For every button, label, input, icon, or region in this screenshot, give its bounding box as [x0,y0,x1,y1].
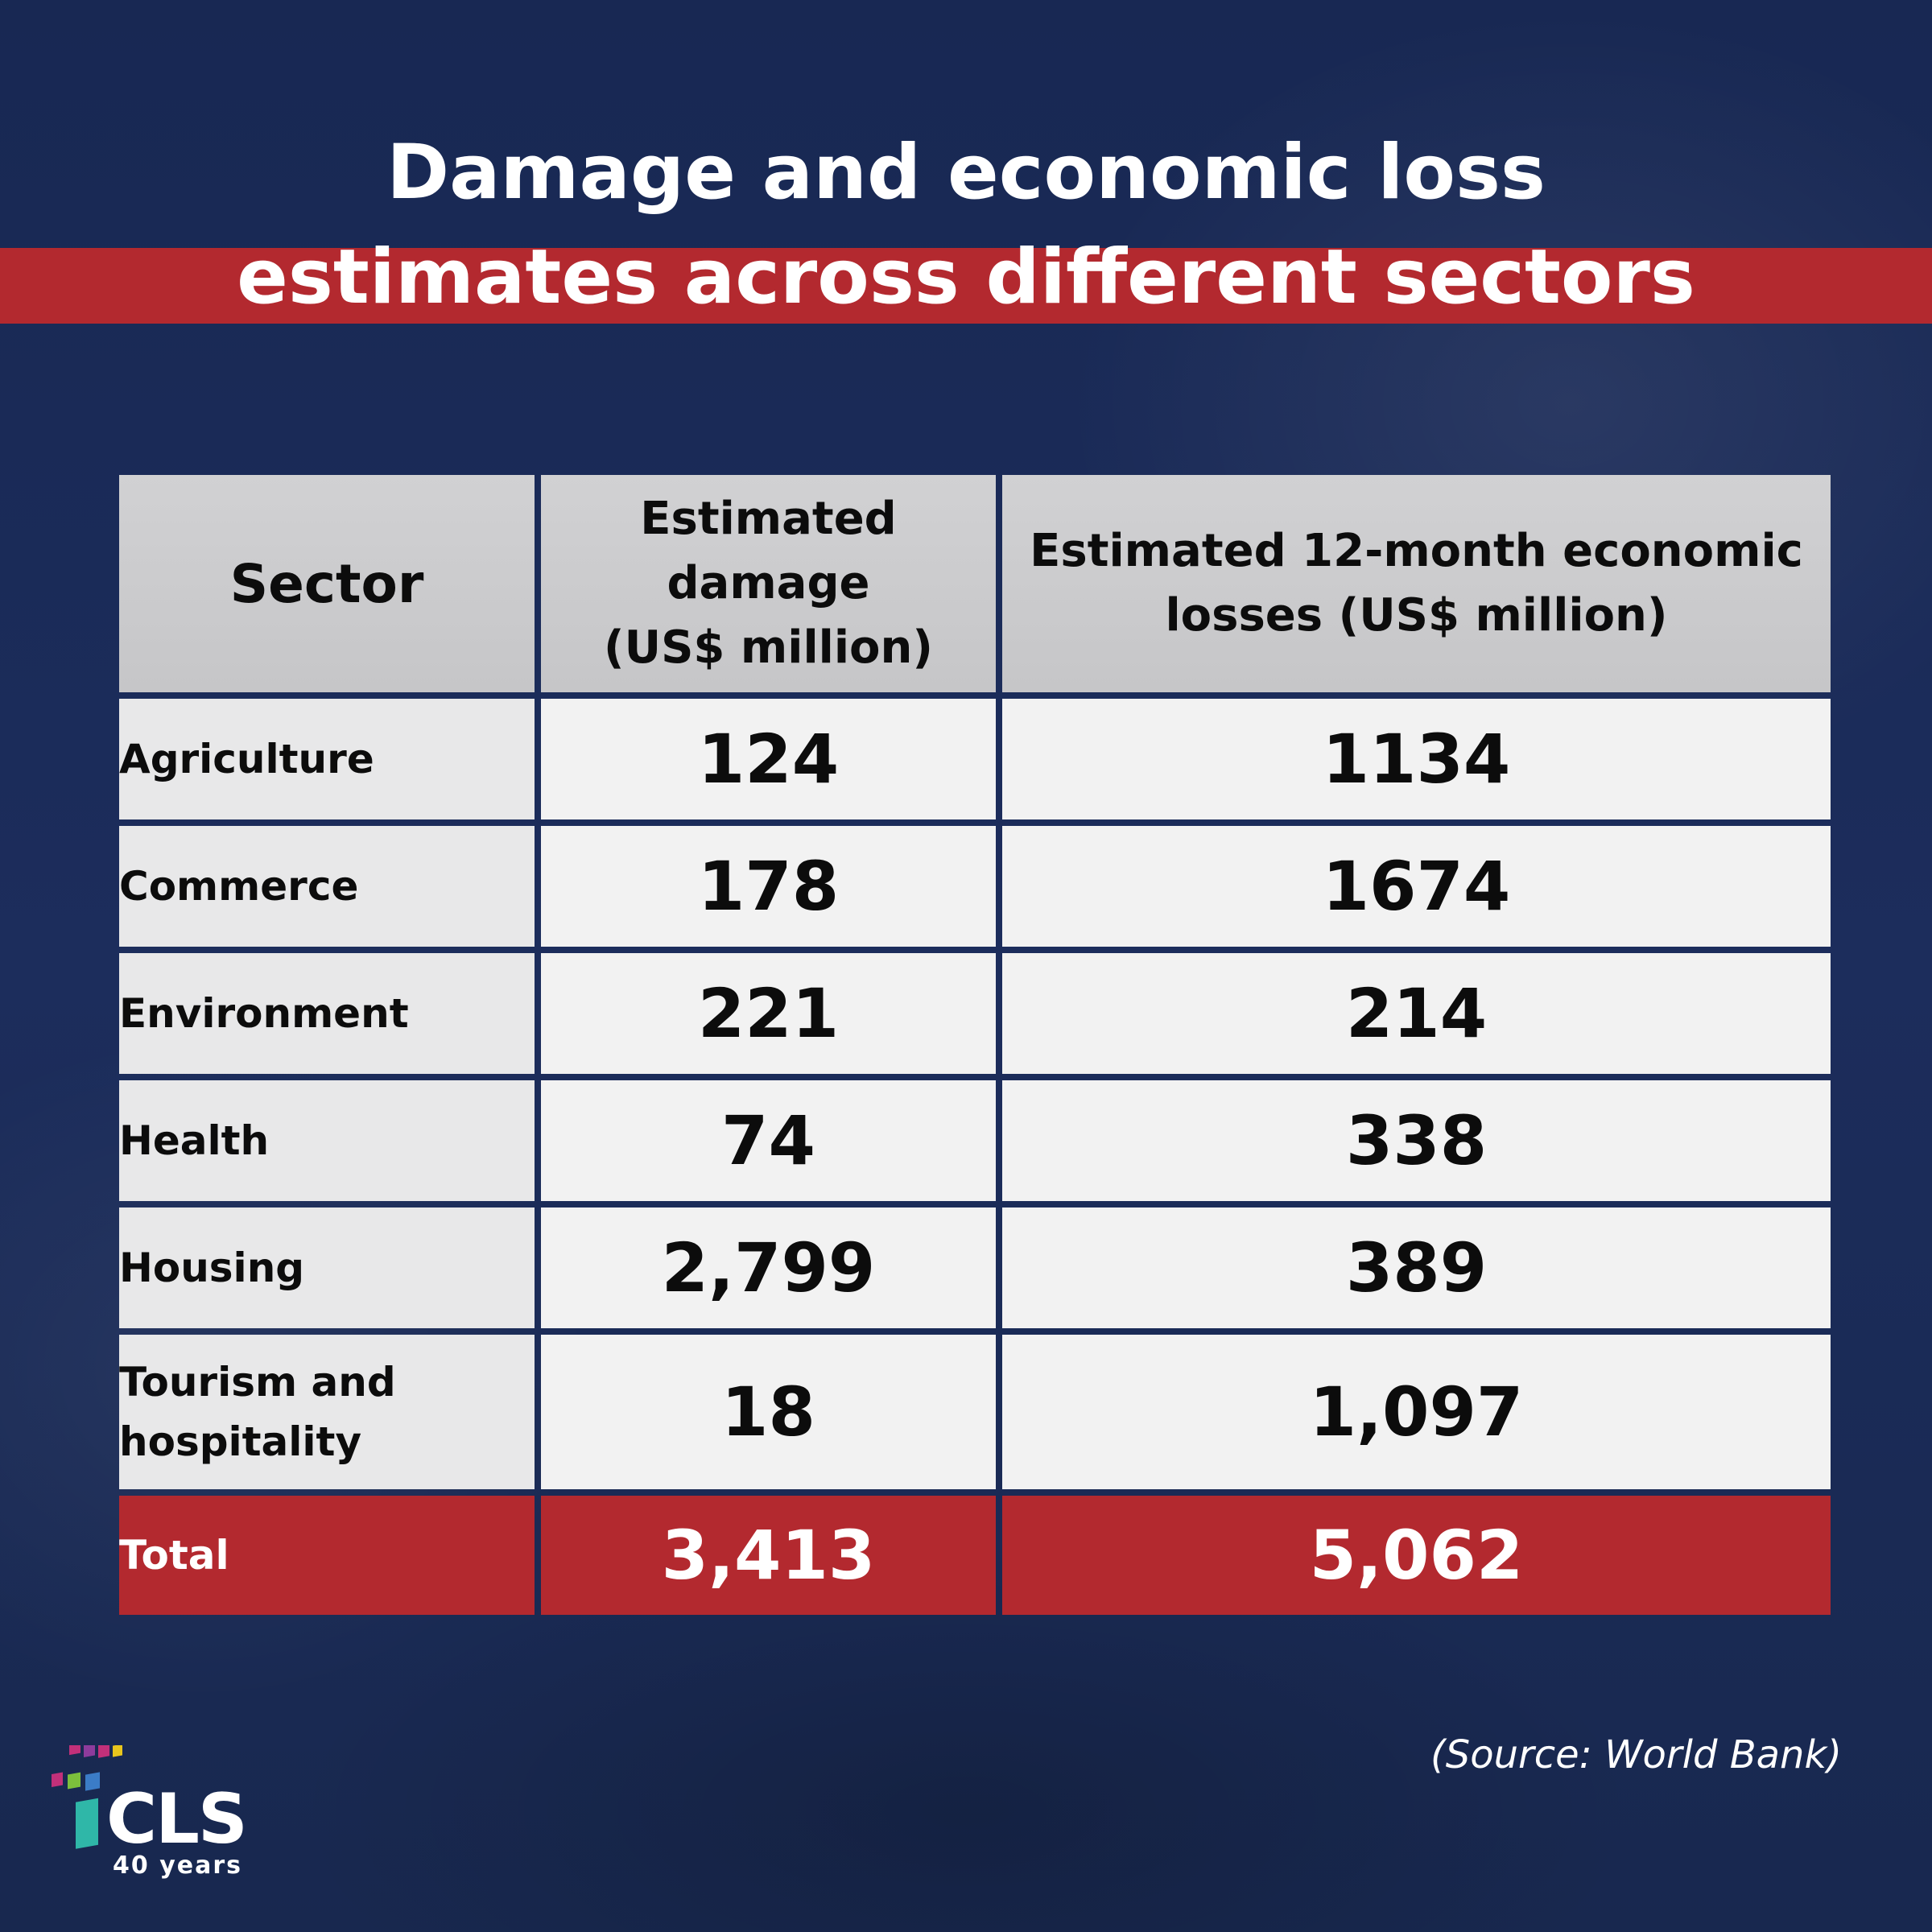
page-title-line-2: estimates across different sectors [237,233,1695,321]
header-estimated-damage-label: Estimated damage (US$ million) [604,493,933,674]
table-row: Health 74 338 [119,1080,1831,1201]
table-row: Housing 2,799 389 [119,1208,1831,1328]
row-losses: 1,097 [1002,1335,1831,1489]
row-damage: 124 [541,699,996,819]
row-losses: 1134 [1002,699,1831,819]
title-highlight-band [0,248,1932,324]
header-sector: Sector [119,475,535,692]
sector-loss-table: Sector Estimated damage (US$ million) Es… [113,469,1837,1621]
header-economic-losses-label: Estimated 12-month economic losses (US$ … [1030,525,1803,642]
row-sector: Tourism and hospitality [119,1335,535,1489]
row-damage: 74 [541,1080,996,1201]
total-damage: 3,413 [541,1496,996,1615]
row-losses: 214 [1002,953,1831,1074]
source-note: (Source: World Bank) [1430,1732,1842,1777]
row-damage: 221 [541,953,996,1074]
row-damage: 178 [541,826,996,947]
row-losses: 1674 [1002,826,1831,947]
page-title-line-1: Damage and economic loss [386,129,1546,217]
row-sector: Environment [119,953,535,1074]
total-losses: 5,062 [1002,1496,1831,1615]
row-sector-label: Tourism and hospitality [119,1359,396,1465]
header-estimated-damage: Estimated damage (US$ million) [541,475,996,692]
logo-wordmark: CLS [106,1779,248,1860]
row-sector: Housing [119,1208,535,1328]
row-sector: Health [119,1080,535,1201]
row-losses: 338 [1002,1080,1831,1201]
row-losses: 389 [1002,1208,1831,1328]
row-sector: Commerce [119,826,535,947]
total-label: Total [119,1496,535,1615]
table-row: Commerce 178 1674 [119,826,1831,947]
table-total-row: Total 3,413 5,062 [119,1496,1831,1615]
row-sector: Agriculture [119,699,535,819]
table-row: Environment 221 214 [119,953,1831,1074]
logo-subtitle: 40 years [113,1852,242,1880]
row-damage: 18 [541,1335,996,1489]
table-header-row: Sector Estimated damage (US$ million) Es… [119,475,1831,692]
row-damage: 2,799 [541,1208,996,1328]
table-row: Tourism and hospitality 18 1,097 [119,1335,1831,1489]
cls-logo-icon [52,1745,122,1849]
table-row: Agriculture 124 1134 [119,699,1831,819]
header-economic-losses: Estimated 12-month economic losses (US$ … [1002,475,1831,692]
